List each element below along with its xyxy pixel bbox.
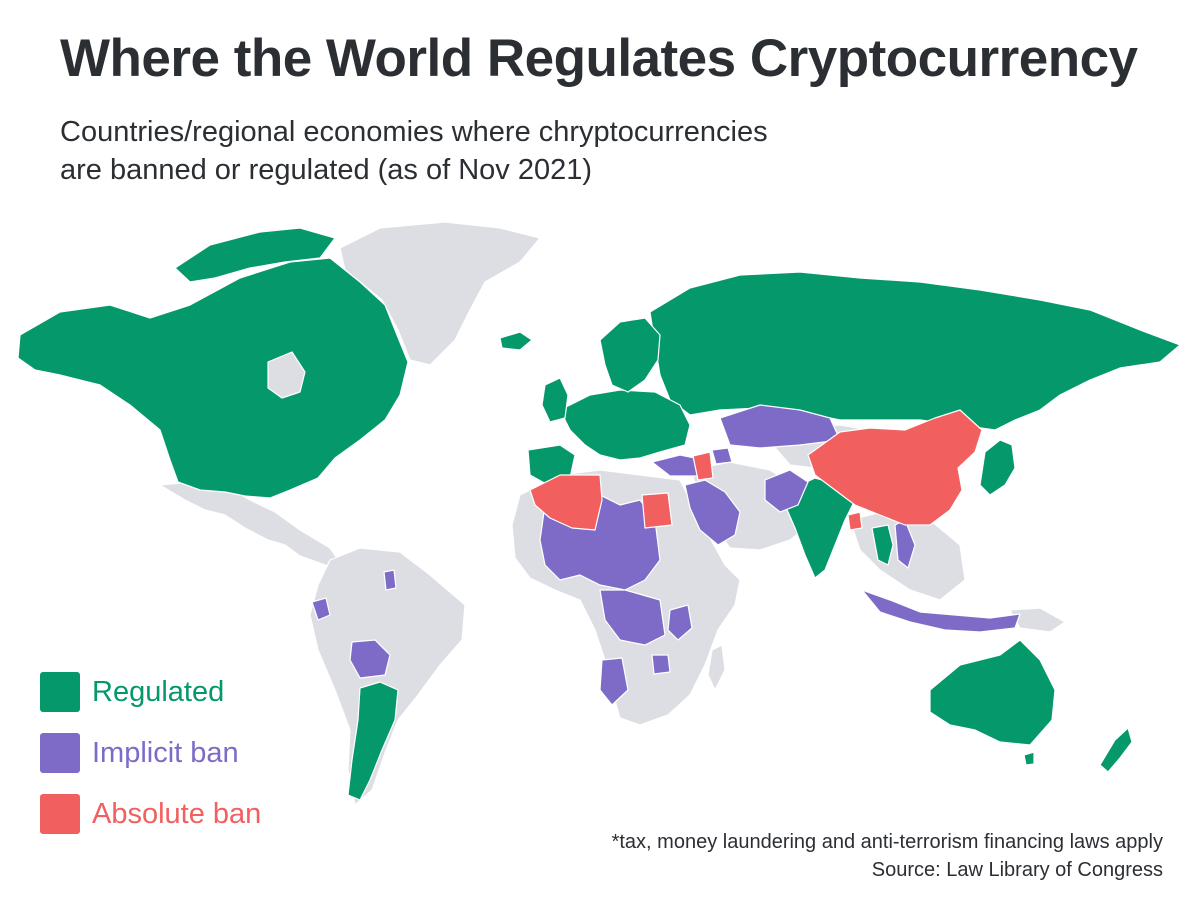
world-map xyxy=(17,221,1181,806)
hudson-bay xyxy=(267,351,306,399)
pakistan-region xyxy=(764,469,809,513)
namibia xyxy=(599,657,629,706)
subtitle-line-1: Countries/regional economies where chryp… xyxy=(60,116,768,148)
legend-item-absolute-ban: Absolute ban xyxy=(40,794,261,834)
legend: Regulated Implicit ban Absolute ban xyxy=(40,672,261,855)
tasmania xyxy=(1023,751,1035,766)
legend-swatch-implicit-ban xyxy=(40,733,80,773)
legend-label-regulated: Regulated xyxy=(92,675,225,708)
canada-arctic-islands xyxy=(174,227,336,283)
arabia-region xyxy=(684,479,741,546)
algeria-region xyxy=(529,474,603,531)
iraq-region xyxy=(692,451,714,481)
map-subtitle: Countries/regional economies where chryp… xyxy=(60,113,960,189)
central-africa xyxy=(599,589,666,646)
zimbabwe xyxy=(651,654,671,675)
madagascar xyxy=(707,644,726,691)
map-title: Where the World Regulates Cryptocurrency xyxy=(60,29,1138,88)
caucasus-region xyxy=(711,447,733,465)
footnote-note: *tax, money laundering and anti-terroris… xyxy=(611,831,1163,853)
legend-swatch-absolute-ban xyxy=(40,794,80,834)
legend-label-implicit-ban: Implicit ban xyxy=(92,736,239,769)
greenland xyxy=(339,221,541,366)
subtitle-line-2: are banned or regulated (as of Nov 2021) xyxy=(60,154,593,186)
south-america-land xyxy=(309,547,466,806)
bolivia xyxy=(349,639,391,679)
legend-item-implicit-ban: Implicit ban xyxy=(40,733,261,773)
russia xyxy=(649,271,1181,431)
bangladesh-region xyxy=(847,511,863,531)
legend-swatch-regulated xyxy=(40,672,80,712)
japan xyxy=(979,439,1016,496)
europe-west xyxy=(559,389,691,461)
china xyxy=(807,409,983,526)
argentina-chile xyxy=(347,681,399,801)
scandinavia xyxy=(599,317,661,393)
source-credit: Source: Law Library of Congress xyxy=(871,859,1163,881)
uk-ireland xyxy=(541,377,569,423)
footnote: *tax, money laundering and anti-terroris… xyxy=(612,828,1163,884)
iceland xyxy=(499,331,533,351)
regulated-regions xyxy=(17,227,1181,801)
new-zealand xyxy=(1099,727,1133,773)
colombia-region xyxy=(311,597,331,621)
east-africa-ban xyxy=(667,604,693,641)
legend-item-regulated: Regulated xyxy=(40,672,261,712)
legend-label-absolute-ban: Absolute ban xyxy=(92,797,262,830)
australia xyxy=(929,639,1056,746)
indonesia xyxy=(861,589,1021,633)
png-land xyxy=(1009,607,1066,633)
guyana-region xyxy=(383,569,397,591)
north-america xyxy=(17,257,409,499)
absolute-ban-regions xyxy=(529,409,983,531)
thailand-region xyxy=(871,524,894,566)
egypt xyxy=(641,492,673,529)
central-america-land xyxy=(159,479,346,571)
